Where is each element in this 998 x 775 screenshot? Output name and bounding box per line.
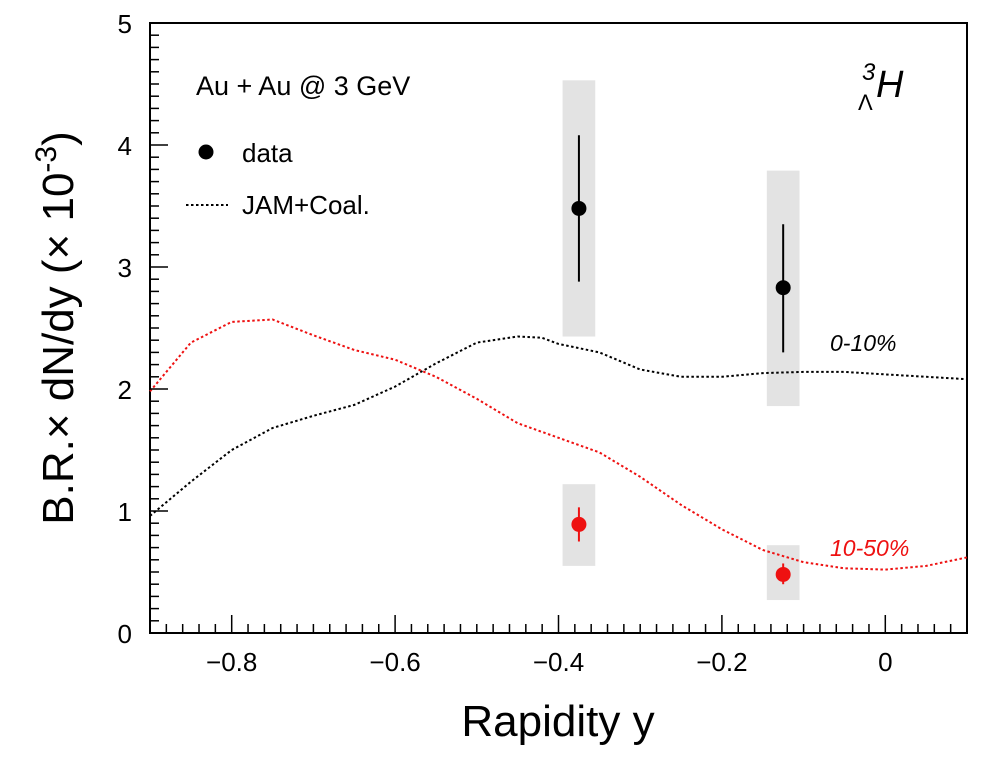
- legend-data-label: data: [242, 138, 293, 168]
- legend-model-label: JAM+Coal.: [242, 190, 370, 220]
- y-tick-label: 2: [118, 375, 132, 405]
- model-curve: [149, 318, 968, 571]
- y-axis-label-main: B.R.× dN/dy (× 10: [34, 173, 83, 525]
- particle-label: 3 Λ H: [858, 59, 904, 115]
- particle-superscript: 3: [862, 59, 876, 86]
- system-annotation: Au + Au @ 3 GeV: [196, 71, 410, 101]
- x-tick-label: −0.8: [206, 647, 257, 677]
- data-point: [775, 280, 791, 296]
- y-tick-label: 0: [118, 619, 132, 649]
- y-axis-label-close: ): [34, 131, 83, 146]
- x-tick-label: 0: [878, 647, 892, 677]
- systematic-boxes: [562, 80, 800, 601]
- legend-data-marker: [198, 144, 214, 160]
- particle-subscript: Λ: [858, 90, 873, 115]
- data-point: [571, 516, 587, 532]
- series-label-0-10: 0-10%: [830, 330, 896, 356]
- y-axis-label-exponent: -3: [30, 146, 63, 173]
- y-tick-label: 4: [118, 131, 132, 161]
- data-points: [571, 135, 791, 585]
- y-tick-label: 3: [118, 253, 132, 283]
- data-point: [775, 566, 791, 582]
- y-tick-label: 1: [118, 497, 132, 527]
- particle-symbol: H: [876, 64, 904, 106]
- model-curve: [149, 335, 968, 517]
- x-tick-label: −0.6: [369, 647, 420, 677]
- model-curves: [149, 318, 968, 571]
- y-axis-label: B.R.× dN/dy (× 10-3): [30, 131, 83, 525]
- x-axis-ticks: −0.8 −0.6 −0.4 −0.2 0: [149, 615, 968, 677]
- legend: data JAM+Coal.: [186, 138, 370, 220]
- x-axis-label: Rapidity y: [461, 697, 654, 746]
- y-tick-label: 5: [118, 9, 132, 39]
- y-axis-ticks: 0 1 2 3 4 5: [118, 9, 168, 649]
- x-tick-label: −0.4: [533, 647, 584, 677]
- series-label-10-50: 10-50%: [830, 535, 909, 561]
- x-tick-label: −0.2: [696, 647, 747, 677]
- data-point: [571, 200, 587, 216]
